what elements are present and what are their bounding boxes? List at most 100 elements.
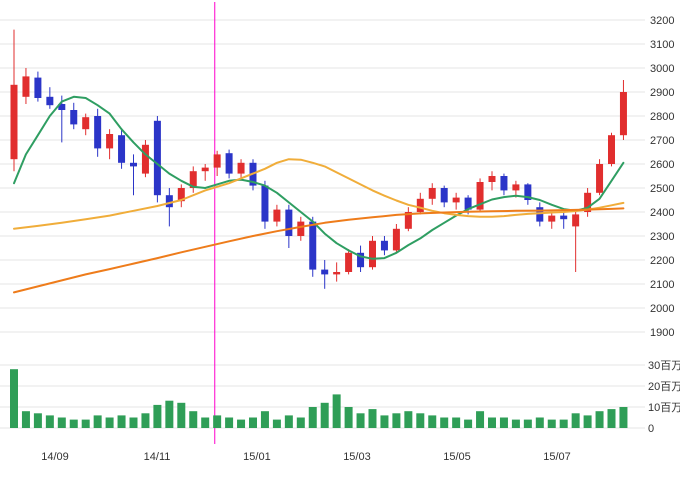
candle-body	[416, 198, 424, 212]
candle-body	[404, 212, 412, 229]
volume-bar	[619, 407, 628, 428]
candle-body	[237, 162, 245, 174]
volume-bar	[296, 417, 305, 428]
volume-tick-label: 30百万	[648, 360, 680, 372]
candle-body	[345, 252, 353, 272]
candle-body	[46, 96, 54, 106]
volume-bar	[93, 415, 102, 428]
price-tick-label: 3100	[650, 39, 674, 51]
volume-bar	[249, 417, 257, 428]
volume-bar	[21, 411, 30, 428]
candle-body	[357, 252, 365, 268]
price-tick-label: 2500	[650, 183, 674, 195]
candle-body	[572, 214, 580, 227]
volume-bar	[284, 415, 293, 428]
volume-bar	[33, 413, 42, 428]
volume-bar	[45, 415, 54, 428]
candle-body	[392, 228, 400, 251]
candle-body	[141, 144, 149, 174]
volume-bar	[356, 413, 365, 428]
labels-layer: 3200 3100 3000 2900 2800 2700 2600 2500 2400 2300…	[41, 15, 680, 463]
price-tick-label: 2000	[650, 303, 674, 315]
volume-bar	[464, 419, 473, 428]
candle-body	[333, 272, 341, 275]
candle-body	[285, 209, 293, 236]
volume-bar	[404, 411, 413, 428]
volume-bar	[488, 417, 496, 428]
volume-bar	[272, 419, 281, 428]
price-tick-label: 2600	[650, 159, 674, 171]
candle-body	[213, 154, 221, 168]
volume-bar	[213, 415, 222, 428]
candle-body	[512, 184, 520, 191]
volume-bar	[117, 415, 126, 428]
ma-long-line	[13, 207, 625, 294]
volume-bar	[571, 413, 580, 428]
candle-body	[309, 221, 317, 270]
ma-mid-line	[13, 158, 625, 230]
candle-body	[273, 209, 281, 222]
price-tick-label: 2100	[650, 279, 674, 291]
price-tick-label: 2700	[650, 135, 674, 147]
date-label: 15/05	[443, 451, 471, 463]
candle-body	[34, 77, 42, 98]
candle-body	[464, 197, 472, 210]
candle-body	[596, 164, 604, 193]
date-label: 15/07	[543, 451, 571, 463]
candle-body	[548, 215, 556, 222]
candle-body	[106, 134, 114, 149]
overlays-layer	[13, 95, 625, 294]
volume-bar	[523, 419, 532, 428]
candle-body	[584, 192, 592, 212]
candle-body	[608, 135, 615, 164]
price-tick-label: 2200	[650, 255, 674, 267]
candle-body	[225, 153, 233, 174]
candle-body	[369, 240, 376, 268]
candle-body	[297, 221, 305, 236]
volume-bar	[177, 402, 186, 428]
volume-bar	[129, 417, 138, 428]
volume-bar	[344, 407, 353, 428]
volume-bar	[10, 369, 18, 428]
price-tick-label: 2300	[650, 231, 674, 243]
volume-bar	[440, 417, 449, 428]
volume-bar	[476, 411, 485, 428]
candle-body	[261, 185, 269, 222]
candle-body	[380, 240, 388, 251]
volume-bar	[380, 415, 389, 428]
date-label: 15/03	[343, 451, 371, 463]
volume-bar	[511, 419, 520, 428]
volume-bar	[165, 400, 174, 428]
candle-body	[476, 182, 484, 210]
volume-bar	[105, 417, 114, 428]
volume-bar	[595, 411, 604, 428]
volume-bar	[141, 413, 150, 428]
volume-tick-label: 10百万	[648, 402, 680, 414]
candle-body	[82, 117, 90, 130]
candle-body	[189, 171, 197, 188]
volume-bar	[452, 417, 461, 428]
volume-bar	[499, 417, 508, 428]
candle-body	[58, 104, 66, 110]
volume-bar	[308, 407, 317, 428]
price-tick-label: 2900	[650, 87, 674, 99]
price-tick-label: 2800	[650, 111, 674, 123]
candle-body	[130, 162, 137, 167]
volume-bar	[607, 409, 616, 428]
candle-body	[165, 195, 173, 208]
candle-body	[488, 176, 496, 182]
price-tick-label: 3000	[650, 63, 674, 75]
volume-tick-label: 0	[648, 423, 654, 435]
volume-bar	[535, 417, 544, 428]
price-tick-label: 3200	[650, 15, 674, 27]
candle-body	[70, 110, 78, 125]
date-label: 15/01	[243, 451, 271, 463]
candle-body	[524, 184, 532, 200]
volume-bar	[428, 415, 437, 428]
candle-body	[22, 76, 30, 97]
price-tick-label: 2400	[650, 207, 674, 219]
candle-body	[153, 120, 161, 196]
volume-bar	[368, 409, 377, 428]
